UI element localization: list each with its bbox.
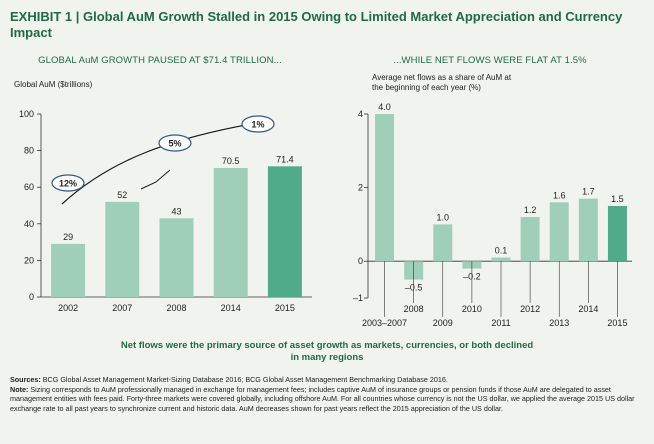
sources-note: Sources: BCG Global Asset Management Mar… <box>10 375 646 413</box>
net-flow-bar <box>607 206 627 262</box>
aum-category-label: 2008 <box>166 303 186 313</box>
net-flow-category-label: 2013 <box>549 318 569 328</box>
net-flow-category-label: 2003–2007 <box>362 318 407 328</box>
net-flows-bar-chart: –10244.02003–2007–0.520081.02009–0.22010… <box>353 102 632 328</box>
right-chart-ylabel: Average net flows as a share of AuM at t… <box>372 73 512 92</box>
right-ytick-label: 0 <box>358 256 363 266</box>
aum-bar <box>267 166 302 297</box>
aum-value-label: 70.5 <box>222 156 240 166</box>
left-ytick-label: 40 <box>24 219 34 229</box>
aum-value-label: 71.4 <box>276 154 294 164</box>
net-flow-category-label: 2011 <box>491 318 510 328</box>
growth-rate-label: 5% <box>168 139 181 149</box>
growth-rate-bubble <box>158 134 192 152</box>
net-flow-value-label: 1.6 <box>553 190 566 200</box>
sources-label: Sources: <box>10 375 41 384</box>
aum-value-label: 43 <box>171 206 181 216</box>
left-chart-ylabel: Global AuM ($trillions) <box>14 80 93 89</box>
net-flow-bar <box>375 114 395 262</box>
aum-category-label: 2007 <box>112 303 132 313</box>
net-flow-category-label: 2008 <box>404 304 424 314</box>
left-ytick-label: 60 <box>24 182 34 192</box>
right-ytick-label: 4 <box>358 109 363 119</box>
exhibit-title: EXHIBIT 1 | Global AuM Growth Stalled in… <box>10 9 623 40</box>
right-ytick-label: 2 <box>358 183 363 193</box>
net-flow-value-label: 0.1 <box>495 246 508 256</box>
net-flow-value-label: 1.7 <box>582 187 595 197</box>
note-text: Sizing corresponds to AuM professionally… <box>10 384 635 413</box>
aum-value-label: 29 <box>63 232 73 242</box>
net-flow-value-label: 4.0 <box>378 102 391 112</box>
growth-trend-arrow: 12% 5% 1% <box>51 115 275 205</box>
sources-text: BCG Global Asset Management Market-Sizin… <box>42 375 448 384</box>
net-flow-bar <box>491 257 511 262</box>
aum-value-label: 52 <box>117 190 127 200</box>
net-flow-bar <box>578 198 598 262</box>
net-flow-value-label: 1.5 <box>611 194 624 204</box>
net-flow-category-label: 2015 <box>607 318 627 328</box>
left-chart-subtitle: GLOBAL AuM GROWTH PAUSED AT $71.4 TRILLI… <box>38 55 282 66</box>
growth-arrow-kink <box>140 169 171 190</box>
aum-bar-chart: 0 20 40 60 80 100 29 2002 52 2007 43 2008 70.5 2014 71… <box>19 109 312 313</box>
growth-rate-label: 12% <box>59 179 77 189</box>
net-flow-bar <box>520 217 540 262</box>
net-flow-bar <box>433 224 453 262</box>
right-chart-subtitle: ...WHILE NET FLOWS WERE FLAT AT 1.5% <box>393 55 587 66</box>
aum-bar <box>213 167 248 297</box>
aum-bar <box>51 243 86 297</box>
aum-category-label: 2015 <box>275 303 295 313</box>
left-ytick-label: 0 <box>29 292 34 302</box>
growth-rate-label: 1% <box>251 120 264 130</box>
net-flow-category-label: 2012 <box>520 304 540 314</box>
net-flow-category-label: 2010 <box>462 304 482 314</box>
aum-bar <box>159 218 194 297</box>
aum-bar <box>105 201 140 297</box>
net-flow-value-label: 1.2 <box>524 205 537 215</box>
aum-category-label: 2002 <box>58 303 78 313</box>
net-flow-category-label: 2009 <box>433 318 453 328</box>
key-takeaway: Net flows were the primary source of ass… <box>120 340 534 363</box>
left-ytick-label: 20 <box>24 255 34 265</box>
net-flow-value-label: 1.0 <box>437 212 450 222</box>
net-flow-bar <box>549 202 569 262</box>
aum-category-label: 2014 <box>221 303 241 313</box>
growth-rate-bubble <box>241 115 275 133</box>
right-ytick-label: –1 <box>353 293 363 303</box>
growth-rate-bubble <box>51 174 85 192</box>
left-ytick-label: 80 <box>24 146 34 156</box>
note-label: Note: <box>10 384 29 394</box>
left-ytick-label: 100 <box>19 109 34 119</box>
net-flow-category-label: 2014 <box>578 304 598 314</box>
